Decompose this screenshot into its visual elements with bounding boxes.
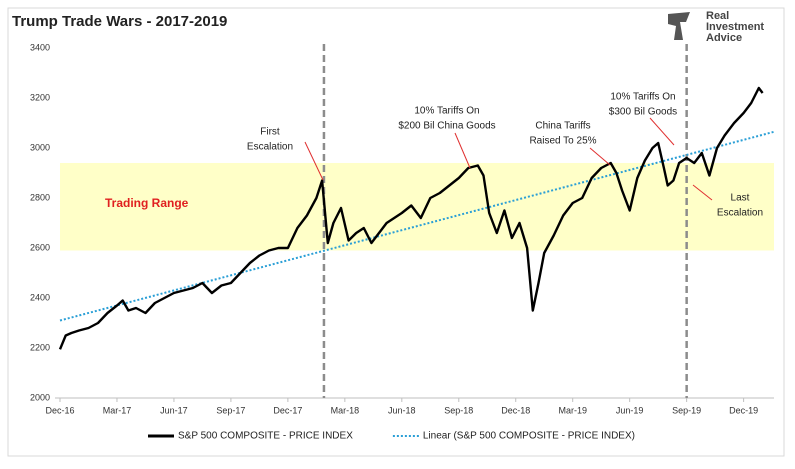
x-tick-label: Jun-19 [616,405,644,415]
annotation-arrow [692,184,713,201]
annotation-arrow [454,132,471,169]
x-tick-label: Dec-16 [45,405,74,415]
chart-title: Trump Trade Wars - 2017-2019 [12,13,227,30]
annotation: Escalation [247,142,293,153]
legend-label: Linear (S&P 500 COMPOSITE - PRICE INDEX) [423,431,635,442]
x-tick-label: Jun-17 [160,405,188,415]
x-tick-label: Sep-17 [216,405,245,415]
x-tick-label: Dec-19 [729,405,758,415]
annotation: China Tariffs [535,121,590,132]
x-tick-label: Mar-18 [331,405,360,415]
x-tick-label: Mar-17 [103,405,132,415]
y-tick-label: 3400 [30,42,50,52]
y-tick-label: 2200 [30,342,50,352]
logo-text: Investment [706,21,764,33]
annotation: Escalation [717,208,763,219]
annotation: $200 Bil China Goods [398,121,495,132]
y-tick-label: 2000 [30,392,50,402]
annotation: Last [731,193,750,204]
annotation-arrow [589,147,611,166]
annotation-arrow [649,117,675,146]
annotation: First [260,127,280,138]
x-tick-label: Dec-17 [273,405,302,415]
chart-border [7,7,785,457]
annotation-arrow [304,141,324,181]
x-tick-label: Mar-19 [558,405,587,415]
logo-icon [668,12,690,40]
y-tick-label: 3200 [30,92,50,102]
trend-line [59,130,775,322]
annotation: 10% Tariffs On [414,106,479,117]
legend-label: S&P 500 COMPOSITE - PRICE INDEX [178,431,353,442]
logo-text: Advice [706,32,742,44]
y-tick-label: 3000 [30,142,50,152]
annotation: Raised To 25% [529,136,596,147]
annotation: $300 Bil Goods [609,107,677,118]
price-line [58,86,764,350]
x-tick-label: Sep-18 [444,405,473,415]
logo: Real Investment Advice [668,10,764,44]
trading-range-band [60,163,774,251]
x-tick-label: Sep-19 [672,405,701,415]
y-tick-label: 2800 [30,192,50,202]
y-tick-label: 2400 [30,292,50,302]
x-tick-label: Jun-18 [388,405,416,415]
x-tick-label: Dec-18 [501,405,530,415]
logo-text: Real [706,10,729,22]
y-tick-label: 2600 [30,242,50,252]
band-label: Trading Range [105,196,189,210]
annotation: 10% Tariffs On [610,92,675,103]
